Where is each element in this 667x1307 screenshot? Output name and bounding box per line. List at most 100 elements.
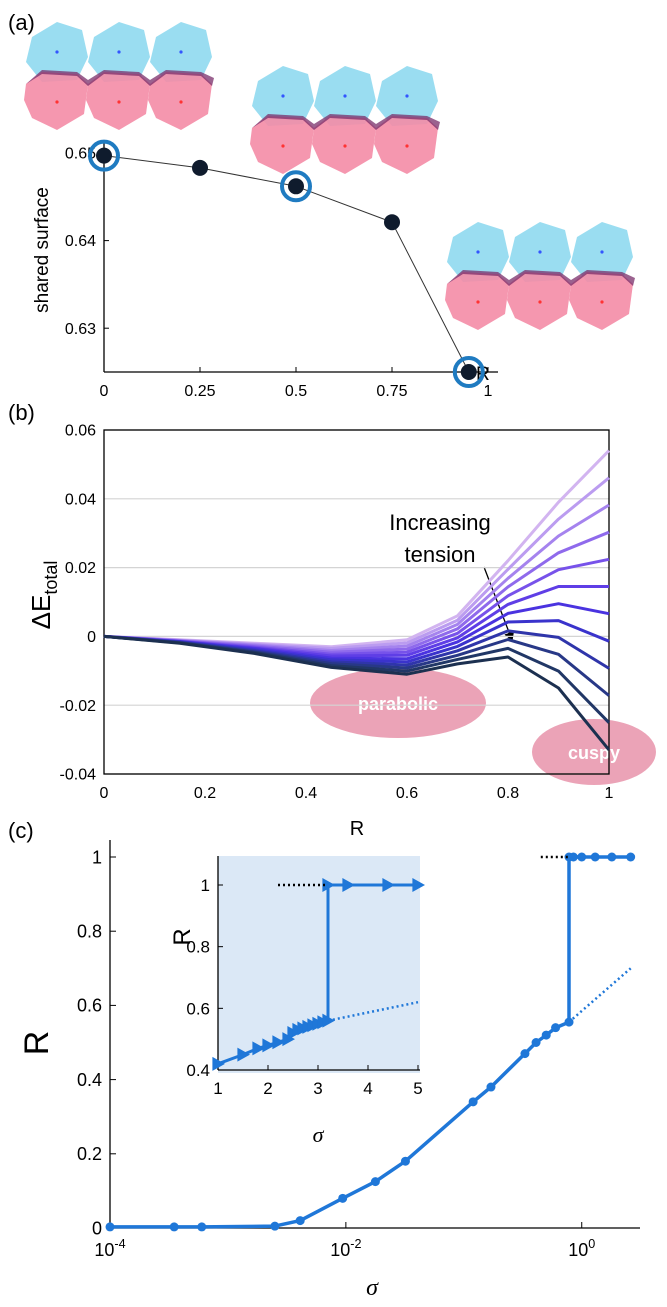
x-tick-label-base: 10 — [568, 1240, 588, 1260]
x-tick-label-exp: -4 — [114, 1237, 125, 1251]
data-point — [252, 1041, 265, 1056]
data-point — [626, 852, 636, 862]
y-tick-label: 0.02 — [65, 560, 96, 577]
y-tick-label: 1 — [92, 847, 102, 867]
y-axis-label-sub: total — [41, 561, 61, 595]
y-tick-label: 0.6 — [77, 996, 102, 1016]
data-point — [370, 1177, 380, 1187]
data-point — [262, 1038, 275, 1053]
inset-background — [218, 856, 420, 1073]
data-point — [486, 1082, 496, 1092]
x-tick-label: 1 — [605, 785, 614, 802]
annotation: Increasing — [389, 510, 491, 535]
y-tick-label: 0.63 — [65, 321, 96, 338]
data-point — [197, 1222, 207, 1232]
x-tick-label: 2 — [263, 1079, 272, 1098]
cell-illustration — [250, 66, 440, 174]
series-line — [103, 155, 470, 373]
y-tick-label: 0.8 — [186, 938, 210, 957]
y-tick-label: 0.2 — [77, 1144, 102, 1164]
y-tick-label: 0.6 — [186, 999, 210, 1018]
x-tick-label: 1 — [213, 1079, 222, 1098]
data-point — [212, 1056, 225, 1071]
highlight-ring — [88, 139, 120, 172]
data-point — [520, 1049, 530, 1059]
data-point — [468, 1097, 478, 1107]
highlight-ring — [452, 356, 485, 388]
y-tick-label: 0 — [92, 1218, 102, 1238]
x-tick-label: 4 — [363, 1079, 372, 1098]
series-line — [103, 476, 610, 650]
data-point — [169, 1222, 179, 1232]
y-tick-label: 0.4 — [186, 1061, 210, 1080]
dotted-line — [327, 1000, 419, 1022]
x-tick-label-exp: 0 — [588, 1237, 595, 1251]
x-tick-label: 0 — [100, 785, 109, 802]
highlight-ring — [280, 170, 312, 203]
x-axis-label: σ — [366, 1275, 379, 1301]
data-point — [272, 1035, 285, 1050]
y-tick-label: 0.8 — [77, 922, 102, 942]
data-point — [460, 364, 477, 380]
x-tick-label: 1 — [484, 383, 493, 400]
data-point — [192, 159, 208, 176]
plot-frame — [103, 429, 610, 775]
x-tick-label: 3 — [313, 1079, 322, 1098]
data-point — [531, 1038, 541, 1047]
y-tick-label: 1 — [201, 876, 210, 895]
dotted-line — [568, 967, 632, 1024]
data-point — [590, 852, 600, 862]
data-point — [295, 1216, 305, 1226]
y-axis-label: R — [18, 1031, 56, 1056]
x-tick-label-base: 10 — [330, 1240, 350, 1260]
x-tick-label: 0.6 — [396, 785, 418, 802]
x-tick-label: 0 — [100, 383, 109, 400]
y-axis-label: R — [169, 928, 196, 945]
annotation: tension — [405, 542, 476, 567]
y-axis-label: shared surface — [32, 187, 53, 313]
series-line — [103, 449, 611, 649]
data-point — [541, 1030, 551, 1040]
x-tick-label-exp: -2 — [350, 1237, 361, 1251]
panel-label: (a) — [8, 10, 35, 35]
data-point — [322, 878, 335, 892]
region-label: cuspy — [568, 743, 620, 763]
x-tick-label: 0.75 — [376, 383, 407, 400]
region-ellipse — [532, 719, 656, 785]
data-point — [412, 878, 425, 892]
x-tick-label: 100 — [568, 1237, 595, 1260]
y-axis-label: ΔEtotal — [26, 561, 61, 630]
y-tick-label: 0.4 — [77, 1070, 102, 1090]
data-point — [577, 852, 587, 862]
x-tick-label: 0.4 — [295, 785, 317, 802]
y-tick-label: 0 — [87, 629, 96, 646]
x-tick-label-base: 10 — [94, 1240, 114, 1260]
data-point — [270, 1221, 280, 1231]
data-point — [105, 1222, 115, 1232]
y-tick-label: 0.04 — [65, 491, 96, 508]
data-point — [342, 878, 355, 892]
panel-label: (b) — [8, 400, 35, 425]
x-tick-label: 0.25 — [184, 383, 215, 400]
x-tick-label: 0.2 — [194, 785, 216, 802]
x-axis-label: R — [350, 818, 364, 840]
x-tick-label: 10-4 — [94, 1237, 125, 1260]
series-line — [103, 634, 611, 751]
y-axis-label-main: ΔE — [26, 595, 56, 630]
cell-illustration — [445, 222, 635, 330]
region-ellipse — [310, 668, 486, 738]
x-tick-label: 0.8 — [497, 785, 519, 802]
x-tick-label: 5 — [413, 1079, 422, 1098]
x-tick-label: 0.5 — [285, 383, 307, 400]
panel-label: (c) — [8, 818, 34, 843]
data-point — [382, 878, 395, 892]
x-axis-label: σ — [313, 1122, 325, 1147]
data-point — [400, 1156, 410, 1166]
series-line — [103, 557, 610, 656]
data-point — [568, 852, 578, 862]
cell-illustration — [24, 22, 214, 130]
y-tick-label: -0.04 — [60, 767, 97, 784]
y-tick-label: 0.64 — [65, 233, 96, 250]
region-label: parabolic — [358, 694, 438, 714]
